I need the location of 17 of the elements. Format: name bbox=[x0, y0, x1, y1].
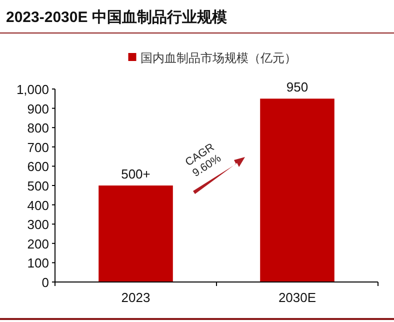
y-tick-label: 300 bbox=[27, 217, 49, 232]
x-tick-label: 2030E bbox=[278, 290, 316, 305]
y-tick-label: 600 bbox=[27, 159, 49, 174]
x-tick-label: 2023 bbox=[121, 290, 150, 305]
y-tick-label: 900 bbox=[27, 101, 49, 116]
y-tick-label: 700 bbox=[27, 140, 49, 155]
y-tick-label: 800 bbox=[27, 120, 49, 136]
y-tick-label: 500 bbox=[27, 178, 49, 194]
y-tick-label: 100 bbox=[27, 256, 49, 271]
y-tick-label: 200 bbox=[27, 236, 49, 252]
y-tick-label: 400 bbox=[27, 198, 49, 213]
chart-title: 2023-2030E 中国血制品行业规模 bbox=[6, 9, 228, 26]
y-tick-label: 1,000 bbox=[16, 82, 49, 97]
y-tick-label: 0 bbox=[42, 275, 49, 290]
data-label: 950 bbox=[286, 80, 308, 95]
legend-label: 国内血制品市场规模（亿元） bbox=[140, 51, 296, 65]
data-label: 500+ bbox=[121, 166, 150, 182]
